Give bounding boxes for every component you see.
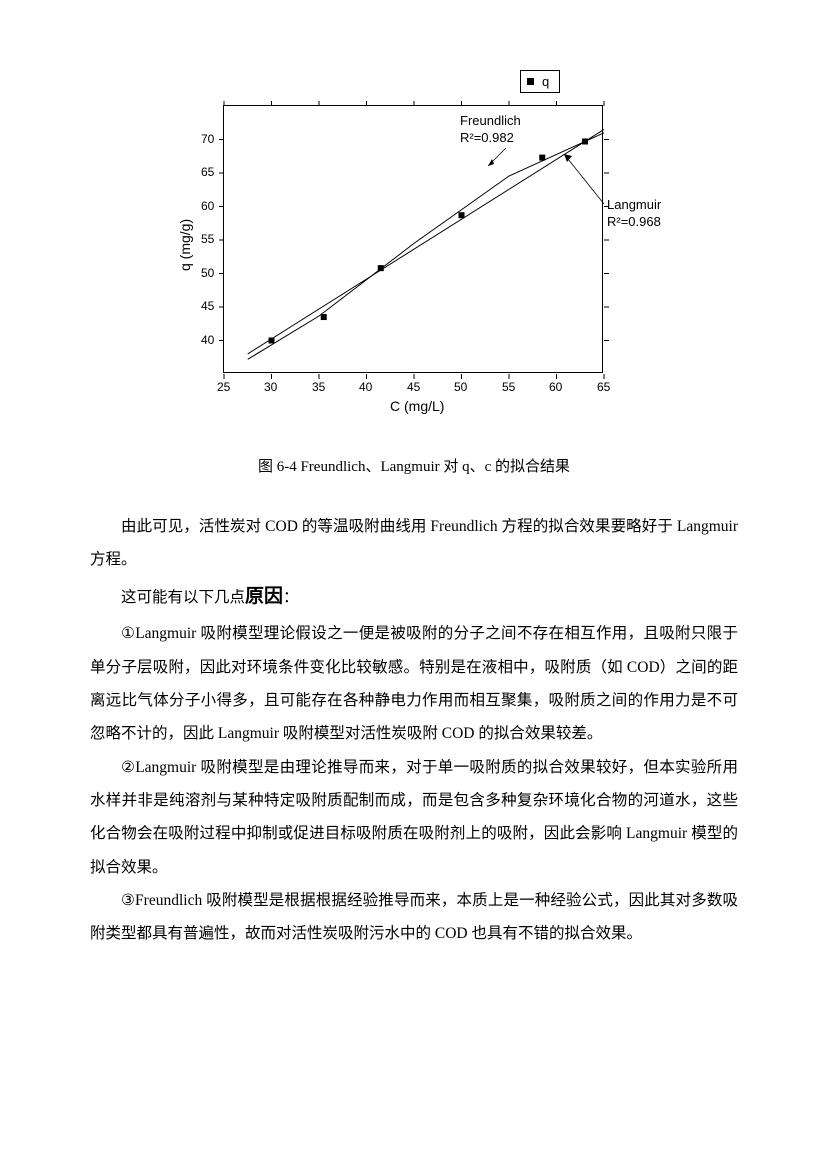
paragraph-5: ③Freundlich 吸附模型是根据根据经验推导而来，本质上是一种经验公式，因…	[90, 884, 738, 951]
p2-prefix: 这可能有以下几点	[121, 589, 245, 606]
freundlich-fit-line	[248, 129, 604, 353]
x-tick-label: 40	[359, 380, 372, 394]
langmuir-name: Langmuir	[607, 197, 661, 212]
y-tick-label: 70	[201, 132, 214, 146]
langmuir-fit-line	[248, 133, 604, 359]
paragraph-1: 由此可见，活性炭对 COD 的等温吸附曲线用 Freundlich 方程的拟合效…	[90, 510, 738, 577]
y-ticks	[219, 140, 609, 341]
legend-label: q	[542, 74, 549, 89]
y-tick-label: 65	[201, 165, 214, 179]
x-tick-label: 60	[549, 380, 562, 394]
p2-emphasis: 原因	[245, 586, 283, 607]
x-axis-label: C (mg/L)	[390, 398, 444, 414]
p2-suffix: ：	[283, 589, 299, 606]
isotherm-chart: q	[195, 105, 645, 420]
x-tick-label: 65	[597, 380, 610, 394]
plot-frame	[223, 105, 603, 373]
body-text: 由此可见，活性炭对 COD 的等温吸附曲线用 Freundlich 方程的拟合效…	[90, 510, 738, 951]
langmuir-r2: R²=0.968	[607, 214, 661, 229]
freundlich-annotation: Freundlich R²=0.982	[460, 113, 521, 147]
annotation-arrows	[488, 148, 604, 204]
y-tick-label: 55	[201, 232, 214, 246]
freundlich-name: Freundlich	[460, 113, 521, 128]
paragraph-2: 这可能有以下几点原因：	[90, 577, 738, 618]
x-tick-label: 55	[502, 380, 515, 394]
x-tick-label: 35	[312, 380, 325, 394]
x-tick-label: 30	[264, 380, 277, 394]
paragraph-3: ①Langmuir 吸附模型理论假设之一便是被吸附的分子之间不存在相互作用，且吸…	[90, 617, 738, 750]
y-tick-label: 45	[201, 299, 214, 313]
y-tick-label: 60	[201, 199, 214, 213]
y-tick-label: 50	[201, 266, 214, 280]
paragraph-4: ②Langmuir 吸附模型是由理论推导而来，对于单一吸附质的拟合效果较好，但本…	[90, 751, 738, 884]
y-tick-label: 40	[201, 333, 214, 347]
langmuir-annotation: Langmuir R²=0.968	[607, 197, 661, 231]
chart-legend: q	[520, 70, 560, 93]
x-tick-label: 45	[407, 380, 420, 394]
x-ticks	[224, 101, 604, 379]
figure-caption: 图 6-4 Freundlich、Langmuir 对 q、c 的拟合结果	[0, 455, 828, 476]
freundlich-r2: R²=0.982	[460, 130, 514, 145]
legend-marker-icon	[527, 78, 534, 85]
x-tick-label: 25	[217, 380, 230, 394]
y-axis-label: q (mg/g)	[177, 211, 193, 271]
x-tick-label: 50	[454, 380, 467, 394]
